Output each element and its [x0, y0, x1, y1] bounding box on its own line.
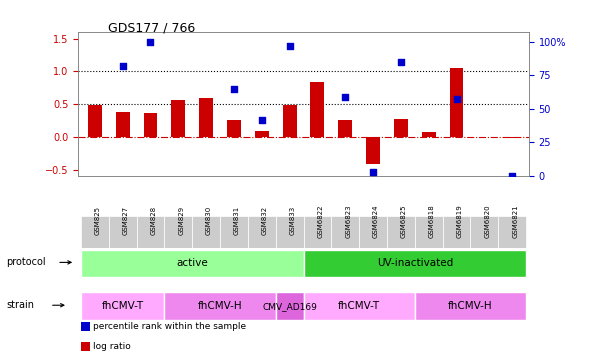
Text: fhCMV-H: fhCMV-H — [448, 301, 493, 311]
Point — [90, 21, 100, 27]
Bar — [450, 68, 463, 137]
FancyBboxPatch shape — [165, 216, 192, 248]
FancyBboxPatch shape — [331, 216, 359, 248]
Text: GSM828: GSM828 — [150, 206, 156, 235]
Bar — [311, 82, 325, 137]
Bar — [255, 131, 269, 137]
FancyBboxPatch shape — [192, 216, 220, 248]
FancyBboxPatch shape — [165, 292, 276, 320]
Text: UV-inactivated: UV-inactivated — [377, 258, 453, 268]
Text: percentile rank within the sample: percentile rank within the sample — [93, 322, 246, 331]
FancyBboxPatch shape — [136, 216, 165, 248]
Point — [174, 10, 183, 16]
Text: GSM829: GSM829 — [178, 206, 185, 235]
Point — [229, 86, 239, 91]
Text: fhCMV-H: fhCMV-H — [198, 301, 242, 311]
Text: strain: strain — [6, 300, 34, 310]
Text: protocol: protocol — [6, 257, 46, 267]
Bar — [394, 119, 408, 137]
Text: GSM833: GSM833 — [290, 206, 296, 235]
FancyBboxPatch shape — [387, 216, 415, 248]
Text: GSM831: GSM831 — [234, 206, 240, 235]
Point — [257, 117, 267, 122]
Bar — [422, 132, 436, 137]
Point — [424, 9, 433, 15]
FancyBboxPatch shape — [81, 250, 304, 277]
Text: GDS177 / 766: GDS177 / 766 — [108, 21, 195, 34]
Text: GSM6821: GSM6821 — [512, 204, 518, 238]
Text: GSM6820: GSM6820 — [484, 204, 490, 238]
Bar — [116, 112, 130, 137]
FancyBboxPatch shape — [109, 216, 136, 248]
FancyBboxPatch shape — [248, 216, 276, 248]
FancyBboxPatch shape — [359, 216, 387, 248]
Point — [368, 169, 378, 175]
Text: GSM6825: GSM6825 — [401, 204, 407, 237]
Text: GSM6818: GSM6818 — [429, 204, 435, 238]
Point — [452, 96, 462, 102]
Point — [480, 0, 489, 1]
FancyBboxPatch shape — [415, 216, 442, 248]
FancyBboxPatch shape — [498, 216, 526, 248]
Text: GSM6823: GSM6823 — [345, 204, 351, 238]
Text: GSM6824: GSM6824 — [373, 204, 379, 237]
Point — [340, 94, 350, 100]
Text: GSM6822: GSM6822 — [317, 204, 323, 237]
Bar — [171, 100, 185, 137]
Bar — [338, 120, 352, 137]
Bar — [199, 98, 213, 137]
FancyBboxPatch shape — [415, 292, 526, 320]
Bar — [505, 137, 519, 138]
Text: fhCMV-T: fhCMV-T — [102, 301, 144, 311]
FancyBboxPatch shape — [81, 216, 109, 248]
FancyBboxPatch shape — [276, 216, 304, 248]
Bar — [227, 120, 241, 137]
FancyBboxPatch shape — [304, 250, 526, 277]
Text: GSM827: GSM827 — [123, 206, 129, 235]
Text: fhCMV-T: fhCMV-T — [338, 301, 380, 311]
Bar — [88, 105, 102, 137]
Text: GSM830: GSM830 — [206, 206, 212, 235]
Point — [201, 5, 211, 11]
Text: active: active — [176, 258, 208, 268]
Point — [285, 43, 294, 49]
Point — [396, 59, 406, 65]
Text: GSM825: GSM825 — [95, 206, 101, 235]
Text: GSM6819: GSM6819 — [457, 204, 463, 238]
FancyBboxPatch shape — [442, 216, 471, 248]
FancyBboxPatch shape — [471, 216, 498, 248]
Point — [507, 173, 517, 179]
FancyBboxPatch shape — [220, 216, 248, 248]
Point — [118, 63, 127, 69]
Text: CMV_AD169: CMV_AD169 — [262, 302, 317, 311]
Bar — [144, 113, 157, 137]
Text: GSM832: GSM832 — [262, 206, 268, 235]
Text: log ratio: log ratio — [93, 342, 131, 351]
FancyBboxPatch shape — [276, 292, 304, 320]
Bar — [282, 105, 296, 137]
FancyBboxPatch shape — [304, 216, 331, 248]
FancyBboxPatch shape — [81, 292, 165, 320]
Bar — [366, 137, 380, 164]
Point — [145, 39, 155, 44]
FancyBboxPatch shape — [304, 292, 415, 320]
